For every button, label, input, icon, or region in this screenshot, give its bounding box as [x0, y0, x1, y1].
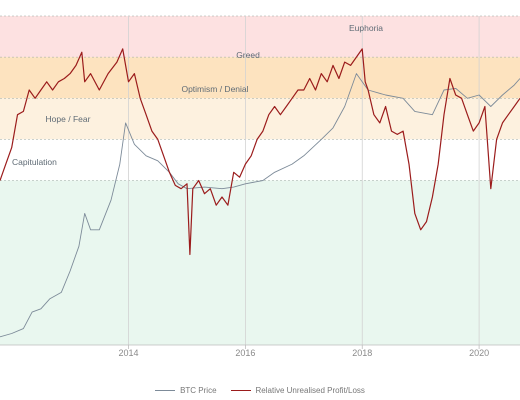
- zone-hope-fear: [0, 139, 520, 181]
- sentiment-zones: [0, 16, 520, 345]
- x-tick-label-2016: 2016: [235, 348, 255, 358]
- series-line-btc-price: [0, 73, 520, 338]
- zone-label-greed: Greed: [236, 50, 260, 60]
- zone-optimism-denial: [0, 98, 520, 140]
- legend-item-btc-price[interactable]: BTC Price: [155, 385, 217, 395]
- legend-item-rupl[interactable]: Relative Unrealised Profit/Loss: [230, 385, 365, 395]
- zone-labels: Euphoria Greed Optimism / Denial Hope / Fea…: [12, 23, 383, 167]
- legend: BTC Price Relative Unrealised Profit/Los…: [0, 383, 520, 397]
- grid-lines: [0, 15, 520, 346]
- legend-label-rupl: Relative Unrealised Profit/Loss: [255, 385, 365, 395]
- series-lines: [0, 48, 520, 338]
- legend-swatch-rupl: [230, 389, 251, 391]
- zone-label-hope-fear: Hope / Fear: [46, 114, 91, 124]
- zone-label-capitulation: Capitulation: [12, 157, 57, 167]
- zone-label-euphoria: Euphoria: [349, 23, 383, 33]
- zone-euphoria: [0, 16, 520, 58]
- zone-label-optimism-denial: Optimism / Denial: [181, 84, 248, 94]
- legend-swatch-btc-price: [155, 389, 176, 391]
- x-tick-label-2020: 2020: [469, 348, 489, 358]
- zone-capitulation: [0, 180, 520, 345]
- x-tick-label-2018: 2018: [352, 348, 372, 358]
- zone-greed: [0, 57, 520, 99]
- x-axis: 2014 2016 2018 2020: [119, 345, 489, 358]
- legend-label-btc-price: BTC Price: [180, 385, 217, 395]
- series-line-relative-unrealised-profit-loss: [0, 48, 520, 256]
- x-tick-label-2014: 2014: [119, 348, 139, 358]
